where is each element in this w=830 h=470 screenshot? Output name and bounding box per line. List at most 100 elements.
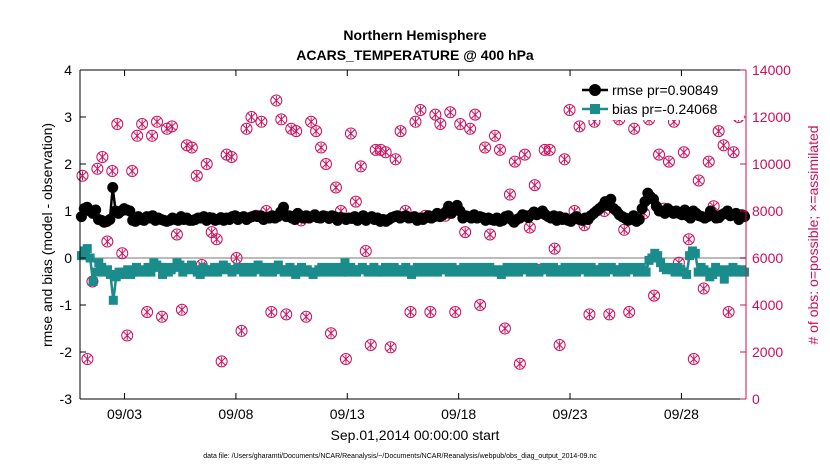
obs-marker	[508, 155, 521, 168]
obs-marker	[498, 322, 511, 335]
rmse-point	[90, 204, 102, 216]
obs-marker	[91, 162, 104, 175]
y-right-tick-label: 10000	[752, 156, 791, 172]
obs-marker	[106, 165, 119, 178]
obs-marker	[503, 188, 516, 201]
y-left-tick-label: 0	[64, 250, 72, 266]
obs-marker	[96, 150, 109, 163]
bias-point	[647, 253, 657, 263]
bias-point	[459, 262, 469, 272]
bias-point	[716, 267, 726, 277]
obs-marker	[712, 125, 725, 138]
obs-marker	[484, 228, 497, 241]
bias-point	[155, 262, 165, 272]
bias-point	[632, 267, 642, 277]
obs-marker	[280, 308, 293, 321]
obs-marker	[210, 233, 223, 246]
obs-marker	[255, 115, 268, 128]
obs-marker	[265, 306, 278, 319]
obs-marker	[653, 148, 666, 161]
bias-point	[297, 262, 307, 272]
x-tick-label: 09/18	[441, 406, 476, 422]
obs-marker	[474, 299, 487, 311]
chart-subtitle: ACARS_TEMPERATURE @ 400 hPa	[296, 47, 534, 63]
obs-marker	[354, 160, 367, 173]
obs-marker	[528, 179, 541, 192]
legend-bias-marker	[590, 104, 600, 114]
bias-point	[123, 265, 133, 275]
x-tick-label: 09/08	[218, 406, 253, 422]
bias-point	[656, 258, 666, 268]
y-right-tick-label: 4000	[752, 297, 783, 313]
bias-point	[143, 262, 153, 272]
bias-point	[708, 269, 718, 279]
obs-marker	[489, 129, 502, 142]
bias-point	[378, 267, 388, 277]
obs-marker	[469, 108, 482, 121]
obs-marker	[81, 353, 94, 366]
obs-marker	[190, 169, 203, 182]
obs-marker	[389, 153, 402, 166]
bias-point	[444, 267, 454, 277]
obs-marker	[185, 141, 198, 154]
legend-rmse-label: rmse pr=0.90849	[612, 82, 718, 98]
legend: rmse pr=0.90849 bias pr=-0.24068	[578, 80, 744, 120]
bias-point	[253, 260, 263, 270]
legend-bias-label: bias pr=-0.24068	[612, 101, 718, 117]
bias-point	[386, 267, 396, 277]
obs-marker	[240, 122, 253, 135]
bias-point	[685, 251, 695, 261]
bias-point	[105, 269, 115, 279]
x-axis-label: Sep.01,2014 00:00:00 start	[331, 427, 500, 443]
obs-marker	[101, 235, 114, 248]
y-left-tick-label: -3	[60, 391, 73, 407]
obs-marker	[702, 155, 715, 168]
obs-marker	[479, 141, 492, 154]
bias-point	[175, 260, 185, 270]
obs-marker	[305, 115, 318, 128]
obs-marker	[434, 118, 447, 131]
bias-point	[337, 267, 347, 277]
obs-marker	[300, 310, 313, 323]
rmse-series	[75, 182, 751, 228]
obs-marker	[409, 115, 422, 128]
bias-point	[421, 262, 431, 272]
bias-point	[502, 262, 512, 272]
rmse-point	[278, 201, 289, 213]
obs-marker	[563, 103, 576, 116]
x-tick-label: 09/13	[330, 406, 365, 422]
obs-marker	[449, 306, 462, 319]
obs-marker	[156, 310, 169, 323]
x-tick-label: 09/28	[664, 406, 699, 422]
bias-point	[108, 295, 118, 305]
bias-point	[186, 260, 196, 270]
bias-point	[546, 267, 556, 277]
obs-marker	[384, 341, 397, 354]
obs-marker	[692, 174, 705, 187]
bias-point	[485, 262, 495, 272]
obs-marker	[215, 355, 228, 368]
bias-point	[641, 267, 651, 277]
obs-marker	[315, 141, 328, 154]
bias-point	[88, 277, 98, 286]
obs-marker	[518, 148, 531, 161]
bias-point	[690, 248, 700, 258]
obs-marker	[290, 125, 303, 138]
rmse-point	[124, 205, 136, 217]
y-right-tick-label: 2000	[752, 344, 783, 360]
bias-point	[85, 253, 95, 263]
obs-marker	[464, 122, 477, 135]
bias-point	[317, 262, 327, 272]
obs-marker	[310, 125, 323, 138]
obs-marker	[682, 233, 695, 246]
y-right-tick-label: 0	[752, 391, 760, 407]
obs-marker	[573, 120, 586, 133]
bias-point	[569, 262, 579, 272]
obs-marker	[429, 108, 442, 121]
footnote: data file: /Users/gharamti/Documents/NCA…	[203, 453, 597, 460]
bias-point	[111, 272, 121, 282]
obs-marker	[126, 165, 139, 178]
obs-marker	[543, 143, 556, 156]
obs-marker	[151, 115, 164, 128]
y-left-tick-label: 3	[64, 109, 72, 125]
